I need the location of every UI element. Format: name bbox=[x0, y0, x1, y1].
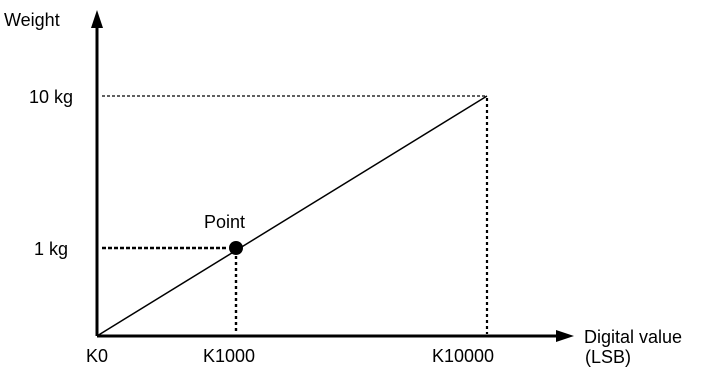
x-tick-k10000: K10000 bbox=[432, 346, 494, 366]
y-axis-label: Weight bbox=[4, 10, 60, 30]
y-tick-1kg: 1 kg bbox=[34, 239, 68, 259]
x-axis-label-line2: (LSB) bbox=[585, 347, 631, 367]
x-axis-arrowhead bbox=[556, 330, 574, 342]
data-line bbox=[96, 95, 488, 337]
y-tick-10kg: 10 kg bbox=[29, 87, 73, 107]
x-tick-k1000: K1000 bbox=[203, 346, 255, 366]
point-label: Point bbox=[204, 212, 245, 232]
x-axis-label-line1: Digital value bbox=[584, 327, 682, 347]
y-axis-arrowhead bbox=[91, 10, 103, 28]
data-point-marker bbox=[229, 241, 243, 255]
origin-label: K0 bbox=[86, 346, 108, 366]
